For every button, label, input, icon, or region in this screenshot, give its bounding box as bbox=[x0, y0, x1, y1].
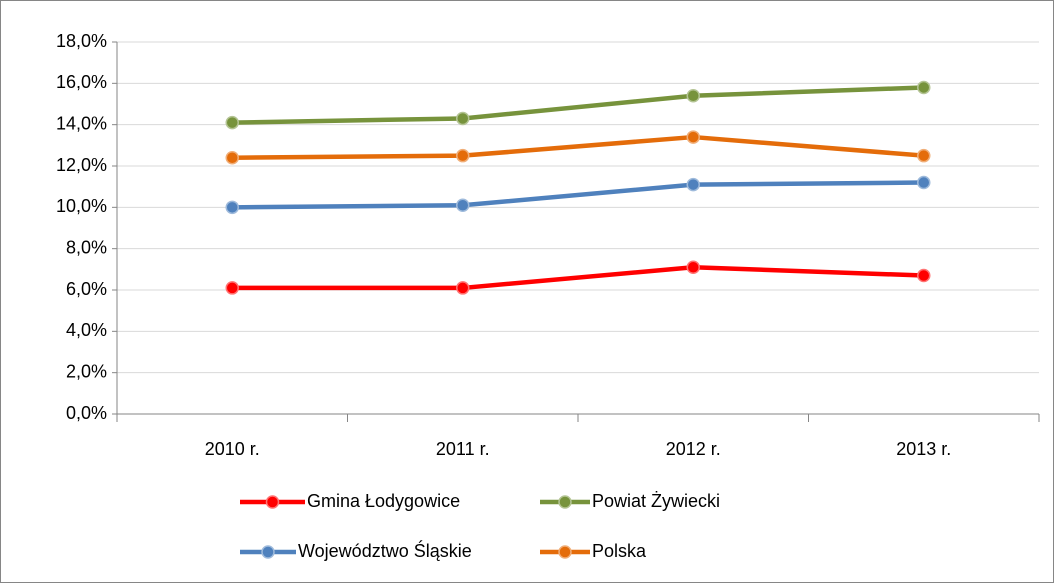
y-tick-label: 16,0% bbox=[56, 72, 107, 92]
series-line bbox=[232, 265, 924, 291]
y-tick-label: 18,0% bbox=[56, 31, 107, 51]
series-line bbox=[232, 134, 924, 160]
series-marker bbox=[917, 80, 931, 95]
series-marker bbox=[456, 111, 470, 126]
x-tick-label: 2013 r. bbox=[896, 439, 951, 459]
legend-marker bbox=[558, 545, 572, 559]
y-tick-label: 10,0% bbox=[56, 196, 107, 216]
legend-marker bbox=[261, 545, 275, 559]
y-tick-label: 0,0% bbox=[66, 403, 107, 423]
legend-label: Powiat Żywiecki bbox=[592, 491, 720, 511]
x-tick-label: 2011 r. bbox=[436, 439, 490, 459]
x-tick-label: 2010 r. bbox=[205, 439, 260, 459]
x-tick-label: 2012 r. bbox=[666, 439, 721, 459]
series-marker bbox=[225, 115, 239, 130]
legend-label: Gmina Łodygowice bbox=[307, 491, 460, 511]
series-marker bbox=[917, 268, 931, 283]
y-tick-label: 8,0% bbox=[66, 237, 107, 257]
series-marker bbox=[225, 200, 239, 215]
series-marker bbox=[917, 148, 931, 163]
y-tick-label: 2,0% bbox=[66, 361, 107, 381]
y-tick-label: 6,0% bbox=[66, 279, 107, 299]
legend-label: Województwo Śląskie bbox=[298, 540, 472, 561]
series-marker bbox=[686, 88, 700, 103]
legend-label: Polska bbox=[592, 541, 647, 561]
y-tick-label: 4,0% bbox=[66, 320, 107, 340]
series-line bbox=[232, 85, 924, 125]
y-tick-label: 12,0% bbox=[56, 155, 107, 175]
series-marker bbox=[686, 130, 700, 144]
series-marker bbox=[686, 177, 700, 192]
series-marker bbox=[225, 281, 239, 295]
series-marker bbox=[456, 281, 470, 295]
legend-marker bbox=[265, 495, 280, 509]
series-marker bbox=[917, 175, 931, 190]
series-marker bbox=[456, 198, 470, 213]
series-marker bbox=[456, 148, 470, 163]
legend-marker bbox=[558, 495, 572, 509]
series-line bbox=[232, 180, 924, 210]
series-marker bbox=[225, 150, 239, 165]
series-marker bbox=[686, 260, 700, 275]
y-tick-label: 14,0% bbox=[56, 113, 107, 133]
